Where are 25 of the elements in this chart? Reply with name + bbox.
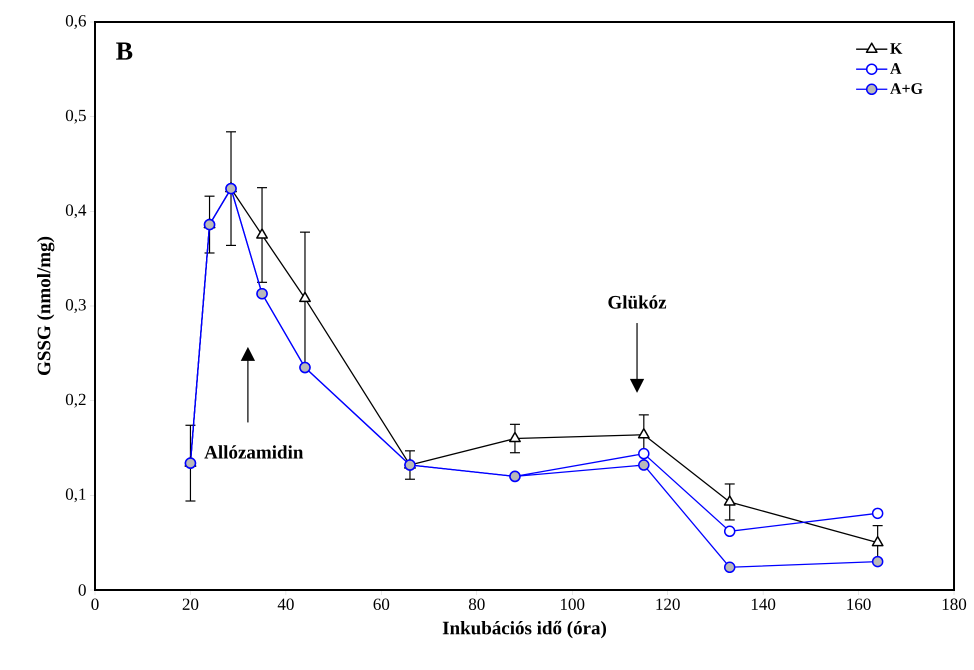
x-tick-label: 20 <box>182 598 198 610</box>
y-tick-label: 0,1 <box>66 488 86 502</box>
y-tick-label: 0,2 <box>66 394 86 408</box>
x-tick-label: 100 <box>560 598 584 610</box>
y-axis-title: GSSG (nmol/mg) <box>37 236 54 376</box>
x-tick-label: 160 <box>847 598 871 610</box>
y-tick-label: 0,4 <box>66 204 86 218</box>
x-tick-label: 180 <box>942 598 966 610</box>
y-tick-label: 0 <box>78 584 86 596</box>
legend-label: A+G <box>890 83 923 94</box>
y-tick-label: 0,6 <box>66 15 86 29</box>
x-tick-label: 40 <box>278 598 294 610</box>
x-tick-label: 120 <box>656 598 680 610</box>
x-tick-label: 60 <box>374 598 390 610</box>
x-axis-title: Inkubációs idő (óra) <box>442 620 606 638</box>
y-tick-label: 0,3 <box>66 299 86 313</box>
x-tick-label: 0 <box>91 598 99 610</box>
legend-label: A <box>890 63 902 74</box>
x-tick-label: 80 <box>468 598 485 610</box>
annotation: Glükóz <box>608 295 666 309</box>
x-tick-label: 140 <box>752 598 776 610</box>
legend-label: K <box>890 43 902 54</box>
annotation: Allózamidin <box>204 445 304 459</box>
y-tick-label: 0,5 <box>66 110 86 124</box>
text: B <box>116 42 132 60</box>
